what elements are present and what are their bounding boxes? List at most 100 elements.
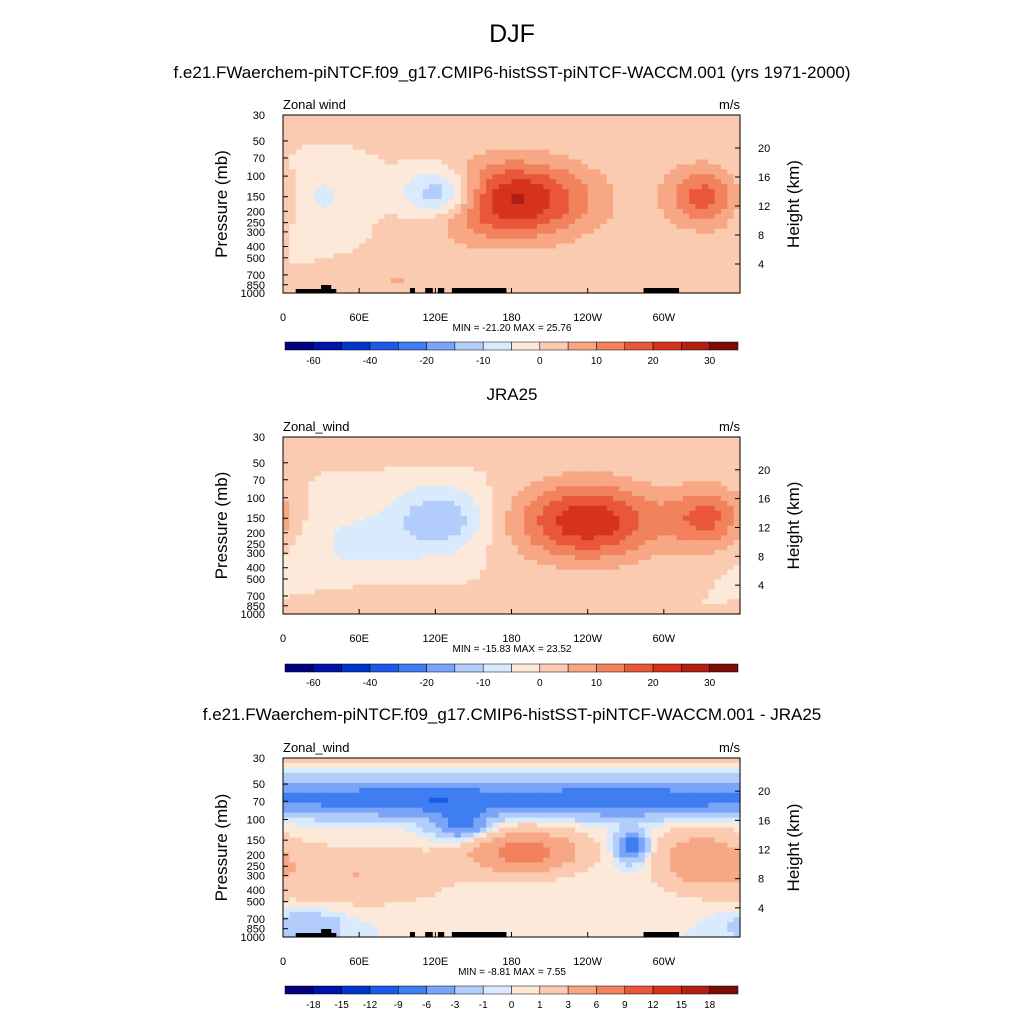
y-tick-label: 200 xyxy=(247,206,265,218)
colorbar-label: 0 xyxy=(537,678,543,689)
colorbar-swatch xyxy=(624,985,654,995)
colorbar-label: -60 xyxy=(306,678,321,689)
y-tick-label: 100 xyxy=(247,814,265,826)
land-mask xyxy=(295,929,680,937)
y-axis-title: Pressure (mb) xyxy=(212,472,231,580)
y-tick-label: 300 xyxy=(247,871,265,883)
colorbar-swatch xyxy=(482,663,512,673)
colorbar-swatch xyxy=(284,341,314,351)
contour-field xyxy=(283,115,741,294)
y-tick-label: 100 xyxy=(247,171,265,183)
colorbar-swatch xyxy=(511,663,541,673)
colorbar-swatch xyxy=(652,663,682,673)
colorbar-label: 0 xyxy=(537,356,543,367)
y-tick-label: 250 xyxy=(247,218,265,230)
colorbar-label: 12 xyxy=(648,1000,660,1011)
y-tick-label: 300 xyxy=(247,548,265,560)
land-mask xyxy=(295,285,680,293)
colorbar-label: 9 xyxy=(622,1000,628,1011)
panel-title: f.e21.FWaerchem-piNTCF.f09_g17.CMIP6-his… xyxy=(173,63,850,82)
panel-title: JRA25 xyxy=(486,385,537,404)
y-tick-label: 70 xyxy=(253,796,265,808)
panel-title: f.e21.FWaerchem-piNTCF.f09_g17.CMIP6-his… xyxy=(203,705,821,724)
variable-label: Zonal_wind xyxy=(283,740,350,755)
y-tick-label: 500 xyxy=(247,253,265,265)
y-tick-label: 850 xyxy=(247,924,265,936)
x-tick-label: 120E xyxy=(422,633,448,645)
colorbar-swatch xyxy=(539,663,569,673)
x-tick-label: 120W xyxy=(573,956,602,968)
y-tick-label: 300 xyxy=(247,227,265,239)
x-tick-label: 60W xyxy=(653,956,676,968)
y2-tick-label: 4 xyxy=(758,903,764,915)
colorbar-swatch xyxy=(482,985,512,995)
y2-axis-title: Height (km) xyxy=(784,482,803,570)
colorbar-label: 20 xyxy=(648,356,660,367)
y-tick-label: 30 xyxy=(253,110,265,122)
colorbar-swatch xyxy=(398,663,427,673)
colorbar-label: 30 xyxy=(704,356,716,367)
colorbar-label: 3 xyxy=(565,1000,571,1011)
y2-tick-label: 12 xyxy=(758,844,770,856)
colorbar-swatch xyxy=(426,663,456,673)
y2-tick-label: 12 xyxy=(758,201,770,213)
units-label: m/s xyxy=(719,740,740,755)
y-tick-label: 400 xyxy=(247,885,265,897)
contour-field xyxy=(283,758,741,938)
colorbar-swatch xyxy=(426,985,456,995)
y-tick-label: 30 xyxy=(253,432,265,444)
colorbar-swatch xyxy=(652,341,682,351)
figure-title: DJF xyxy=(489,20,535,48)
y2-axis-title: Height (km) xyxy=(784,160,803,248)
colorbar-swatch xyxy=(681,985,710,995)
colorbar-swatch xyxy=(313,985,342,995)
x-tick-label: 180 xyxy=(502,633,520,645)
colorbar-swatch xyxy=(567,663,597,673)
y-tick-label: 1000 xyxy=(241,932,265,944)
y-tick-label: 850 xyxy=(247,601,265,613)
y-tick-label: 100 xyxy=(247,493,265,505)
y-tick-label: 30 xyxy=(253,753,265,765)
colorbar-label: -40 xyxy=(363,678,378,689)
y2-axis-title: Height (km) xyxy=(784,804,803,892)
x-tick-label: 120W xyxy=(573,312,602,324)
colorbar-swatch xyxy=(341,341,371,351)
colorbar-label: -20 xyxy=(419,356,434,367)
colorbar-swatch xyxy=(369,985,399,995)
colorbar-swatch xyxy=(369,663,399,673)
colorbar: -18 -15 -12 -9 -6 -3 -1 0 1 3 6 9 12 15 18 xyxy=(284,985,739,1011)
y-tick-label: 500 xyxy=(247,897,265,909)
colorbar-swatch xyxy=(624,341,654,351)
min-max-stats: MIN = -21.20 MAX = 25.76 xyxy=(453,323,572,334)
y2-tick-label: 16 xyxy=(758,494,770,506)
y-tick-label: 150 xyxy=(247,513,265,525)
y-tick-label: 50 xyxy=(253,779,265,791)
y2-tick-label: 16 xyxy=(758,172,770,184)
y-tick-label: 200 xyxy=(247,850,265,862)
colorbar-label: -9 xyxy=(394,1000,403,1011)
min-max-stats: MIN = -15.83 MAX = 23.52 xyxy=(453,644,572,655)
y-tick-label: 150 xyxy=(247,835,265,847)
colorbar-label: -60 xyxy=(306,356,321,367)
colorbar-swatch xyxy=(567,341,597,351)
y-tick-label: 70 xyxy=(253,153,265,165)
colorbar-label: 30 xyxy=(704,678,716,689)
colorbar-label: 18 xyxy=(704,1000,716,1011)
y-tick-label: 70 xyxy=(253,475,265,487)
x-tick-label: 60E xyxy=(349,633,369,645)
colorbar-label: -10 xyxy=(476,678,491,689)
colorbar-swatch xyxy=(454,985,484,995)
x-tick-label: 120E xyxy=(422,312,448,324)
colorbar-label: -18 xyxy=(306,1000,321,1011)
variable-label: Zonal_wind xyxy=(283,419,350,434)
variable-label: Zonal wind xyxy=(283,97,346,112)
panel-1: f.e21.FWaerchem-piNTCF.f09_g17.CMIP6-his… xyxy=(173,63,850,367)
x-tick-label: 60W xyxy=(653,312,676,324)
colorbar-label: 20 xyxy=(648,678,660,689)
y2-tick-label: 4 xyxy=(758,580,764,592)
y-tick-label: 250 xyxy=(247,539,265,551)
y-axis-title: Pressure (mb) xyxy=(212,794,231,902)
colorbar-swatch xyxy=(284,985,314,995)
colorbar-swatch xyxy=(709,663,739,673)
colorbar-swatch xyxy=(681,341,710,351)
